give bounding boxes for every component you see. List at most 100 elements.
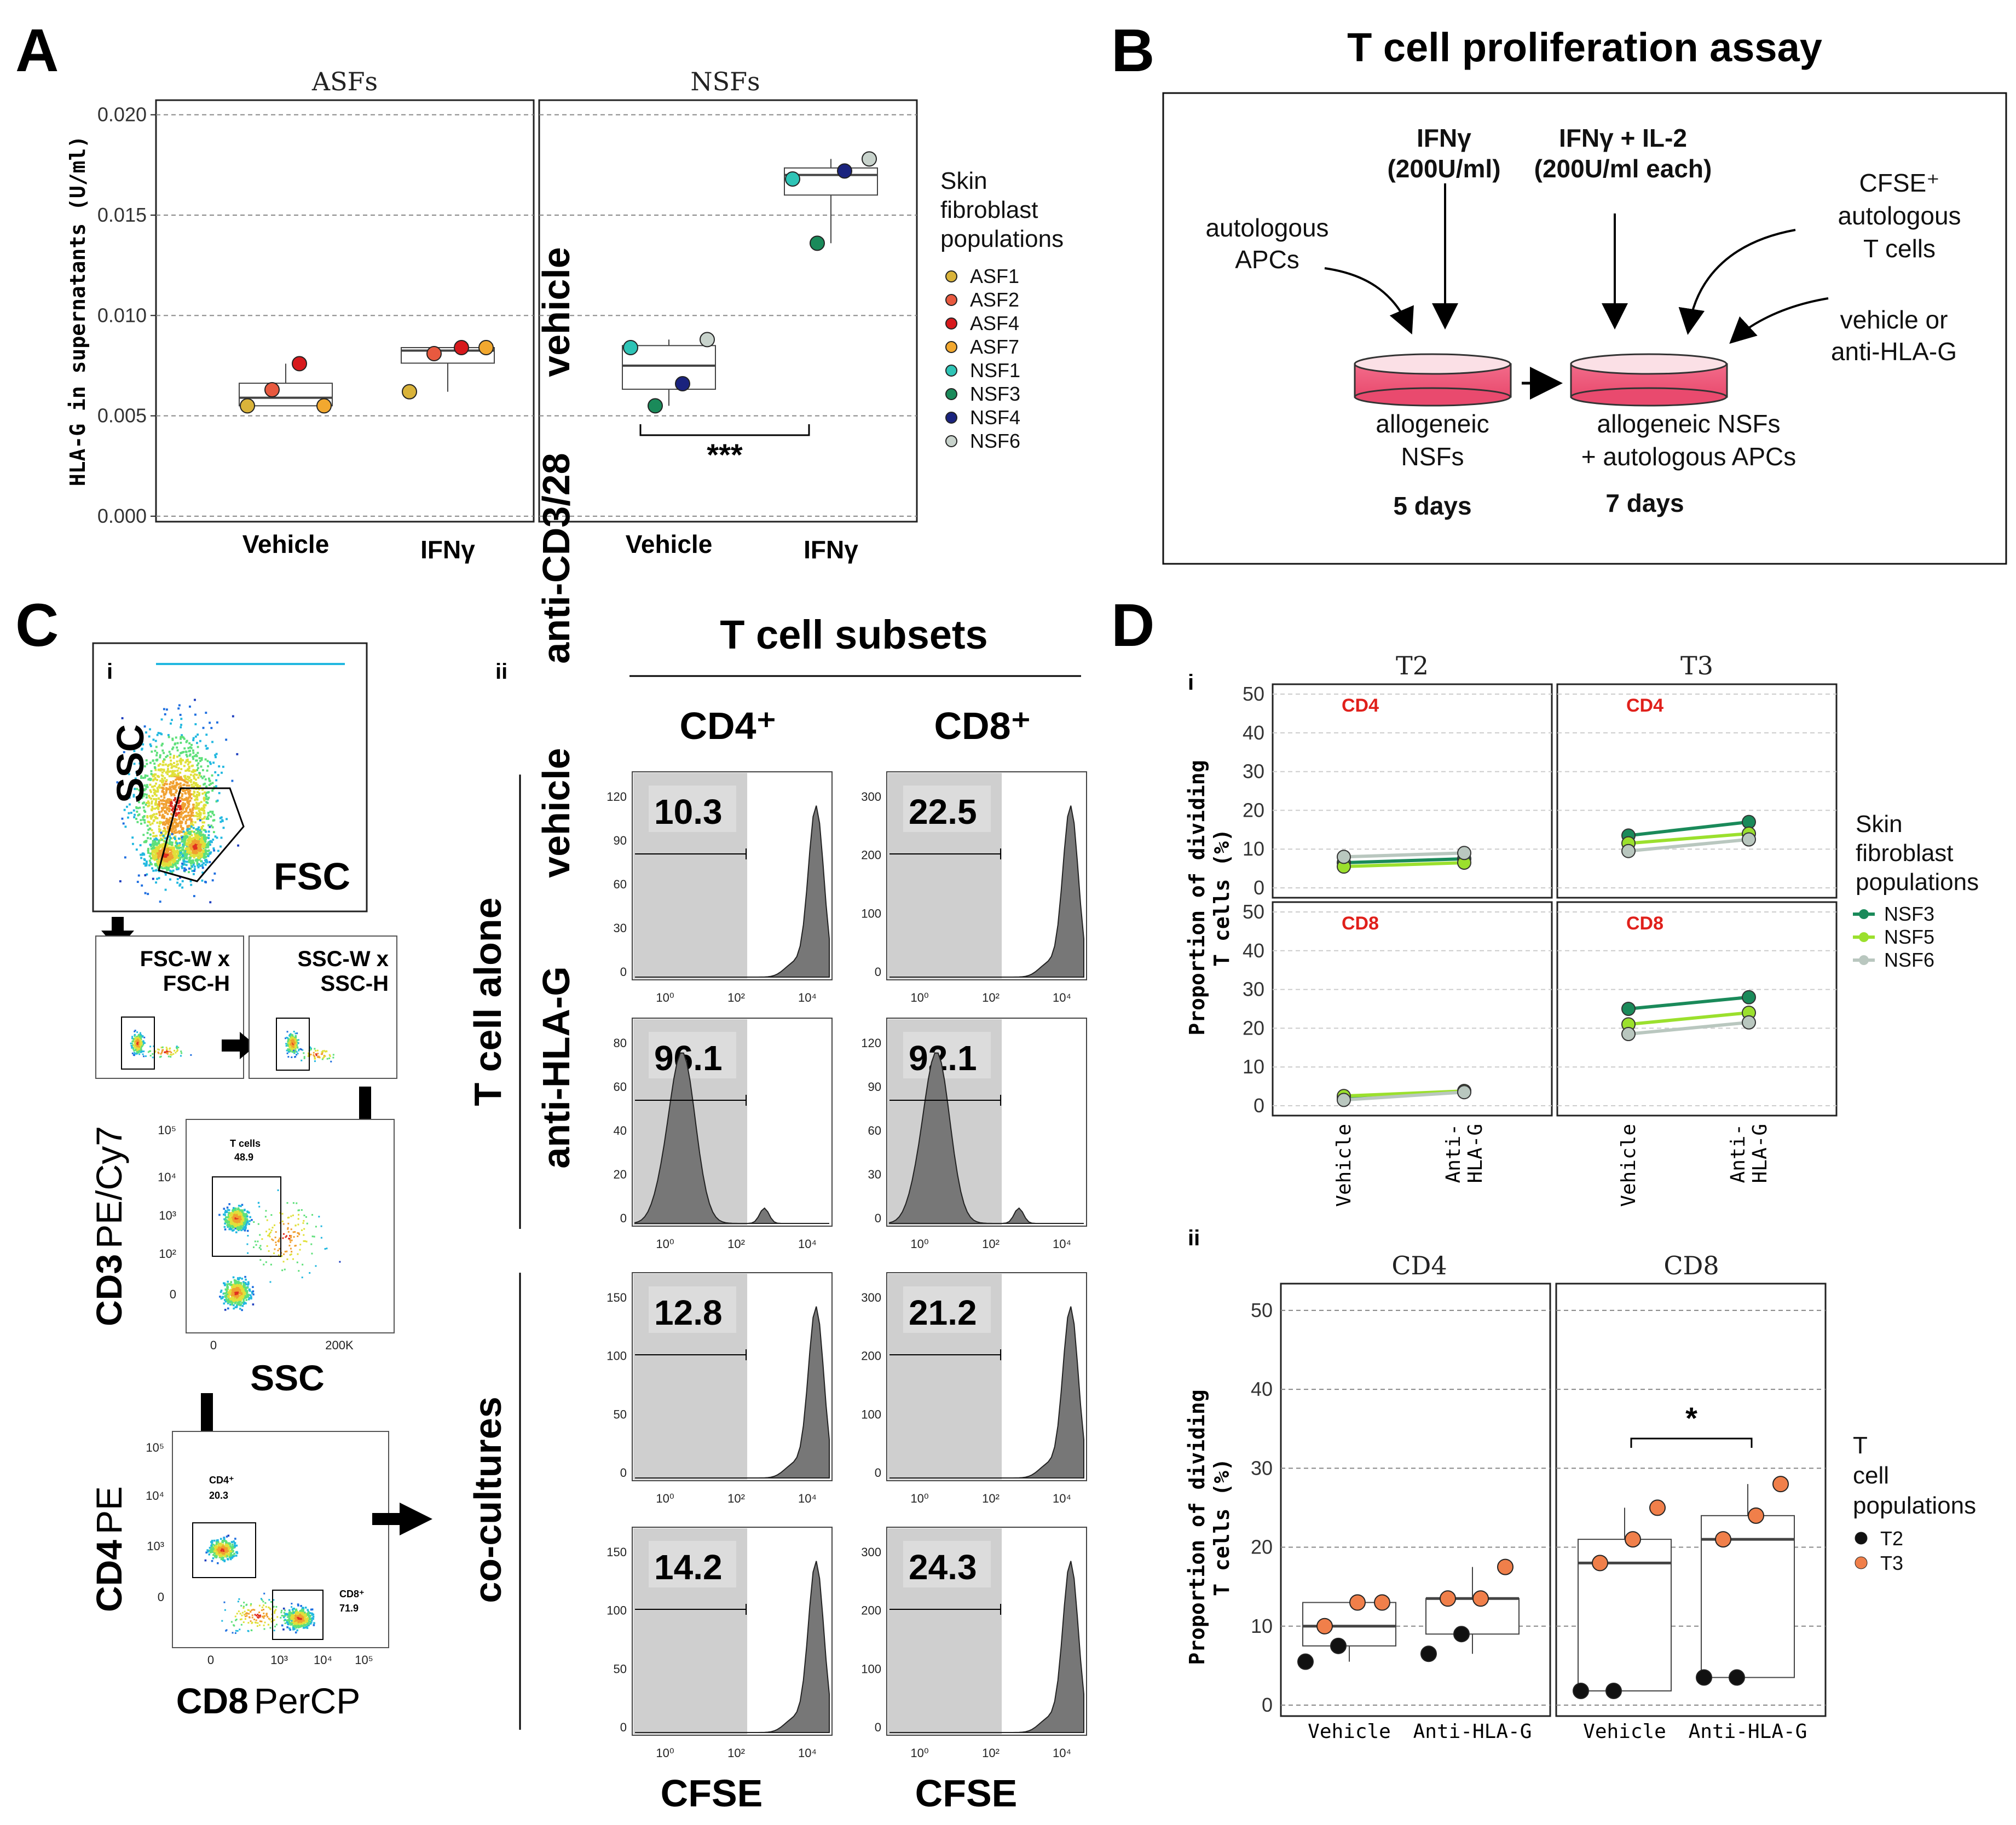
- density-dot: [228, 1214, 231, 1217]
- density-dot: [228, 1297, 230, 1300]
- density-dot: [287, 1615, 290, 1618]
- density-dot: [297, 1603, 299, 1605]
- density-dot: [193, 895, 195, 897]
- density-dot: [227, 1550, 229, 1552]
- density-dot: [229, 1292, 232, 1294]
- density-dot: [140, 760, 143, 763]
- density-dot: [180, 825, 182, 828]
- legend-a-title-2: fibroblast: [940, 197, 1038, 223]
- density-dot: [167, 788, 170, 790]
- density-dot: [180, 777, 183, 780]
- density-dot: [299, 1048, 302, 1050]
- density-dot: [264, 1216, 267, 1218]
- density-dot: [210, 782, 212, 785]
- density-dot: [147, 847, 149, 850]
- density-dot: [263, 1615, 265, 1617]
- density-dot: [241, 1278, 244, 1280]
- density-dot: [166, 851, 169, 854]
- density-dot: [174, 765, 176, 767]
- density-dot: [186, 755, 188, 758]
- density-dot: [258, 1246, 261, 1249]
- density-dot: [256, 1625, 258, 1627]
- density-dot: [246, 1220, 249, 1222]
- density-dot: [223, 1226, 226, 1228]
- density-dot: [172, 869, 175, 872]
- density-dot: [240, 1226, 243, 1229]
- density-dot: [160, 733, 163, 736]
- density-dot: [232, 1209, 234, 1211]
- density-dot: [181, 848, 184, 851]
- density-dot: [326, 1248, 328, 1250]
- density-dot: [135, 817, 137, 820]
- density-dot: [166, 858, 169, 861]
- density-dot: [248, 1613, 250, 1615]
- panel-label-c: C: [15, 592, 59, 659]
- density-dot: [155, 837, 158, 840]
- days-5: 5 days: [1393, 492, 1471, 520]
- density-dot: [198, 802, 200, 805]
- density-dot: [277, 1240, 279, 1242]
- density-dot: [178, 842, 181, 845]
- density-dot: [169, 878, 171, 881]
- density-dot: [151, 852, 153, 854]
- density-dot: [189, 817, 192, 819]
- density-dot: [200, 836, 203, 839]
- density-dot: [231, 779, 234, 782]
- density-dot: [207, 845, 210, 847]
- density-dot: [290, 1037, 292, 1039]
- density-dot: [229, 1557, 232, 1560]
- density-dot: [189, 880, 192, 882]
- density-dot: [236, 1208, 239, 1210]
- density-dot: [292, 1610, 294, 1613]
- density-dot: [159, 799, 162, 802]
- density-dot: [142, 1035, 144, 1037]
- density-dot: [257, 1616, 259, 1619]
- density-dot: [251, 1291, 253, 1293]
- density-dot: [160, 807, 163, 810]
- point-asf7: [478, 340, 494, 355]
- density-dot: [194, 770, 197, 772]
- density-dot: [157, 852, 159, 854]
- density-dot: [160, 1055, 162, 1058]
- density-dot: [165, 788, 167, 791]
- density-dot: [292, 1214, 294, 1216]
- density-dot: [176, 842, 178, 845]
- density-dot: [134, 777, 137, 780]
- density-dot: [229, 1551, 231, 1553]
- density-dot: [215, 785, 217, 788]
- density-dot: [161, 771, 164, 774]
- density-dot: [315, 1265, 317, 1267]
- density-dot: [181, 793, 184, 795]
- density-dot: [138, 1040, 141, 1042]
- density-dot: [179, 796, 182, 799]
- density-dot: [237, 1287, 240, 1290]
- density-dot: [283, 1619, 285, 1621]
- density-dot: [216, 1543, 218, 1545]
- density-dot: [190, 818, 193, 821]
- density-dot: [226, 1218, 228, 1221]
- density-dot: [211, 1551, 214, 1553]
- density-dot: [221, 771, 223, 774]
- density-dot: [155, 881, 158, 884]
- density-dot: [226, 1547, 228, 1550]
- density-dot: [241, 1209, 244, 1211]
- density-dot: [262, 1608, 264, 1610]
- density-dot: [169, 860, 172, 863]
- density-dot: [166, 866, 169, 869]
- density-dot: [174, 863, 177, 866]
- density-dot: [224, 1222, 226, 1225]
- legend-key-nsf3: [945, 388, 957, 400]
- density-dot: [154, 816, 157, 818]
- density-dot: [138, 762, 141, 765]
- density-dot: [169, 846, 172, 849]
- density-dot: [163, 708, 165, 711]
- density-dot: [239, 1303, 241, 1306]
- density-dot: [176, 778, 178, 781]
- density-dot: [237, 1290, 240, 1292]
- density-dot: [242, 1292, 244, 1295]
- density-dot: [287, 1231, 290, 1233]
- density-dot: [161, 815, 164, 817]
- density-dot: [313, 1052, 315, 1054]
- density-dot: [165, 854, 168, 857]
- density-dot: [294, 1043, 296, 1045]
